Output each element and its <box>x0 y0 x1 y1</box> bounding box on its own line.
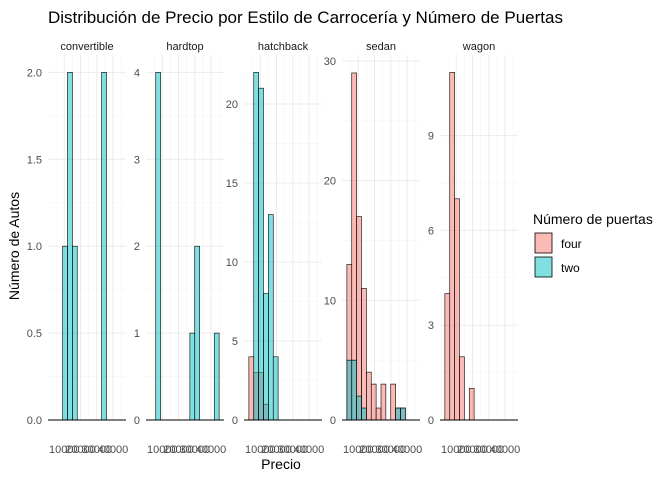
y-tick-label: 15 <box>226 178 238 190</box>
facet-label: sedan <box>366 41 396 53</box>
bar-four <box>390 383 396 421</box>
bar-two <box>361 407 367 421</box>
bar-four <box>459 356 465 421</box>
y-tick-label: 1 <box>134 328 140 340</box>
bar-two <box>258 87 264 421</box>
x-tick-label: 20000 <box>359 444 390 456</box>
bar-two <box>263 293 269 421</box>
bar-two <box>189 332 196 421</box>
bar-two <box>62 245 68 421</box>
facet-label: wagon <box>462 41 495 53</box>
x-tick-label: 40000 <box>490 444 521 456</box>
facet-label: convertible <box>60 41 113 53</box>
legend-key-two <box>534 256 553 278</box>
y-tick-label: 20 <box>324 176 336 188</box>
bar-two <box>400 407 406 421</box>
y-tick-label: 30 <box>324 56 336 68</box>
facet-label: hatchback <box>258 41 309 53</box>
x-tick-label: 30000 <box>81 444 112 456</box>
bar-two <box>194 245 200 421</box>
y-tick-label: 1.5 <box>27 154 42 166</box>
x-tick-label: 10000 <box>441 444 472 456</box>
x-tick-label: 30000 <box>179 444 210 456</box>
bar-two <box>67 72 73 421</box>
y-tick-label: 5 <box>232 336 238 348</box>
bar-four <box>356 216 362 421</box>
y-tick-label: 0 <box>134 415 140 427</box>
y-tick-label: 9 <box>428 131 434 143</box>
y-tick-label: 2.0 <box>27 67 42 79</box>
bar-four <box>454 198 460 421</box>
bar-four <box>380 383 387 421</box>
bar-four <box>449 72 455 421</box>
y-tick-label: 2 <box>134 241 140 253</box>
bar-two <box>395 407 401 421</box>
bar-two <box>101 72 107 421</box>
bar-four <box>375 407 382 421</box>
chart-title: Distribución de Precio por Estilo de Car… <box>48 8 563 27</box>
y-axis-title: Número de Autos <box>6 192 22 300</box>
x-tick-label: 10000 <box>343 444 374 456</box>
bar-four <box>370 383 377 421</box>
x-axis-title: Precio <box>261 456 301 472</box>
bar-two <box>213 332 220 421</box>
bar-four <box>248 356 255 421</box>
y-tick-label: 6 <box>428 225 434 237</box>
bar-four <box>366 371 372 421</box>
bar-four <box>468 388 475 421</box>
bar-four <box>444 293 451 421</box>
legend-title: Número de puertas <box>533 211 653 227</box>
x-tick-label: 40000 <box>196 444 227 456</box>
y-tick-label: 0 <box>232 415 238 427</box>
facet-label: hardtop <box>166 41 203 53</box>
bar-two <box>272 356 279 421</box>
x-tick-label: 30000 <box>473 444 504 456</box>
x-tick-label: 40000 <box>294 444 325 456</box>
bar-two <box>72 245 78 421</box>
bar-two <box>351 359 357 421</box>
x-tick-label: 20000 <box>65 444 96 456</box>
facet-panels: convertible0.00.51.01.52.010000200003000… <box>27 41 521 456</box>
x-tick-label: 10000 <box>245 444 276 456</box>
bar-four <box>361 288 367 421</box>
bar-two <box>356 395 362 421</box>
bar-two <box>346 359 353 421</box>
legend-label-two: two <box>561 261 580 275</box>
bar-two <box>155 72 161 421</box>
x-tick-label: 20000 <box>457 444 488 456</box>
y-tick-label: 20 <box>226 99 238 111</box>
facet-panel-convertible: convertible 0.0 0.5 1.0 1.5 2.0 10000200003000… <box>27 41 129 456</box>
y-tick-label: 10 <box>324 295 336 307</box>
legend-key-four <box>534 232 553 254</box>
x-tick-label: 40000 <box>392 444 423 456</box>
x-tick-label: 30000 <box>375 444 406 456</box>
y-tick-label: 1.0 <box>27 241 42 253</box>
y-tick-label: 4 <box>134 67 140 79</box>
x-tick-label: 10000 <box>49 444 80 456</box>
y-tick-label: 3 <box>428 320 434 332</box>
bar-two <box>253 72 259 421</box>
y-tick-label: 0.5 <box>27 328 42 340</box>
x-tick-label: 20000 <box>261 444 292 456</box>
legend-label-four: four <box>561 237 582 251</box>
x-tick-label: 10000 <box>147 444 178 456</box>
y-tick-label: 10 <box>226 257 238 269</box>
x-tick-label: 40000 <box>98 444 129 456</box>
x-tick-label: 20000 <box>163 444 194 456</box>
bar-two <box>268 214 274 421</box>
legend: Número de puertas four two <box>533 211 653 278</box>
x-tick-label: 30000 <box>277 444 308 456</box>
y-tick-label: 0 <box>428 415 434 427</box>
y-tick-label: 0 <box>330 415 336 427</box>
y-tick-label: 0.0 <box>27 415 42 427</box>
y-tick-label: 3 <box>134 154 140 166</box>
